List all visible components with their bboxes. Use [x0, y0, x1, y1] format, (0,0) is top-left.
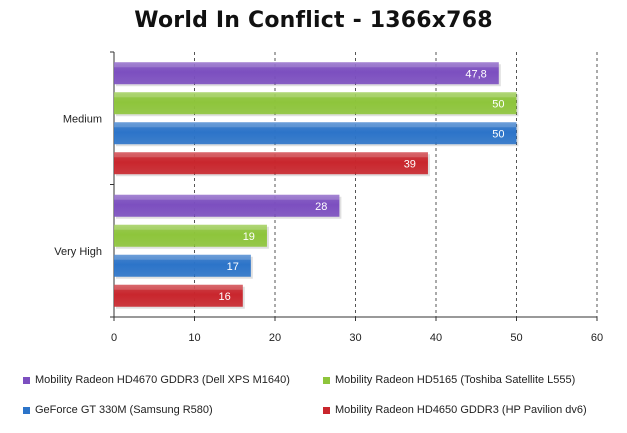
legend-label-hd4670: Mobility Radeon HD4670 GDDR3 (Dell XPS M…	[35, 374, 290, 386]
data-label: 19	[243, 231, 255, 243]
data-label: 50	[492, 98, 504, 110]
data-label: 47,8	[465, 68, 486, 80]
data-label: 17	[227, 261, 239, 273]
bar-highlight	[114, 284, 243, 290]
data-label: 39	[404, 158, 416, 170]
legend-item-hd5165: Mobility Radeon HD5165 (Toshiba Satellit…	[323, 374, 575, 386]
legend-swatch-hd5165	[323, 376, 330, 384]
x-tick-label: 30	[349, 332, 361, 344]
bar	[114, 62, 499, 85]
legend-label-hd5165: Mobility Radeon HD5165 (Toshiba Satellit…	[335, 374, 576, 386]
category-label: Medium	[63, 113, 102, 125]
data-label: 28	[315, 201, 327, 213]
bar-highlight	[114, 194, 340, 200]
legend-item-hd4650: Mobility Radeon HD4650 GDDR3 (HP Pavilio…	[323, 404, 587, 416]
bar-highlight	[114, 224, 267, 230]
legend-label-gt330m: GeForce GT 330M (Samsung R580)	[35, 404, 213, 416]
bar	[114, 224, 267, 247]
legend-item-hd4670: Mobility Radeon HD4670 GDDR3 (Dell XPS M…	[23, 374, 290, 386]
x-tick-label: 40	[430, 332, 442, 344]
legend-swatch-hd4670	[23, 376, 30, 384]
bar-highlight	[114, 92, 517, 98]
category-label: Very High	[54, 246, 102, 258]
legend-label-hd4650: Mobility Radeon HD4650 GDDR3 (HP Pavilio…	[335, 404, 587, 416]
x-tick-label: 50	[510, 332, 522, 344]
data-label: 16	[219, 291, 231, 303]
chart-title: World In Conflict - 1366x768	[134, 8, 493, 33]
bar	[114, 92, 517, 115]
x-tick-label: 10	[188, 332, 200, 344]
bar-highlight	[114, 152, 428, 158]
legend-item-gt330m: GeForce GT 330M (Samsung R580)	[23, 404, 213, 416]
bar	[114, 284, 243, 307]
x-tick-label: 0	[111, 332, 117, 344]
x-tick-label: 60	[591, 332, 603, 344]
x-tick-label: 20	[269, 332, 281, 344]
bar	[114, 152, 428, 175]
bar	[114, 122, 517, 145]
bar	[114, 254, 251, 277]
bar-highlight	[114, 62, 499, 68]
bar	[114, 194, 340, 217]
data-label: 50	[492, 128, 504, 140]
legend-swatch-hd4650	[323, 406, 330, 414]
legend-swatch-gt330m	[23, 406, 30, 414]
bar-highlight	[114, 122, 517, 128]
bar-highlight	[114, 254, 251, 260]
